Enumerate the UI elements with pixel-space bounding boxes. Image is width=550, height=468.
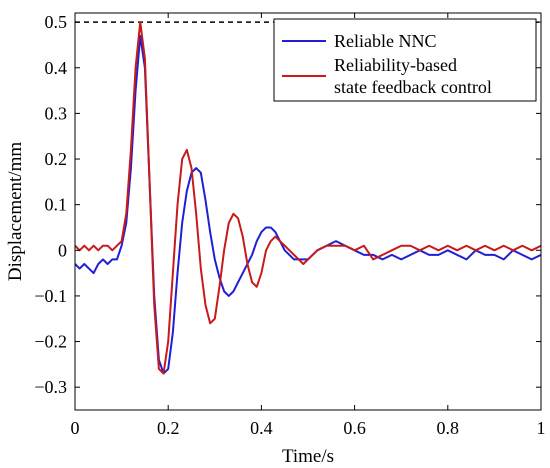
y-tick-label: −0.3 <box>34 377 67 397</box>
legend: Reliable NNC Reliability-based state feedb… <box>273 18 537 102</box>
legend-box <box>273 18 537 102</box>
x-tick-label: 0.8 <box>437 418 460 438</box>
legend-label-2: Reliability-based state feedback control <box>334 55 492 97</box>
x-tick-label: 0.4 <box>250 418 273 438</box>
x-tick-label: 0.2 <box>157 418 180 438</box>
y-tick-label: 0.1 <box>45 195 68 215</box>
y-tick-label: 0.2 <box>45 149 68 169</box>
series-line-2 <box>75 21 541 375</box>
x-axis-ticks: 0 0.2 0.4 0.6 0.8 1 <box>71 13 546 438</box>
legend-label-1: Reliable NNC <box>334 31 436 51</box>
y-tick-label: −0.1 <box>34 286 67 306</box>
x-tick-label: 0 <box>71 418 80 438</box>
y-tick-label: 0.5 <box>45 12 68 32</box>
axes-frame <box>74 12 542 411</box>
y-tick-label: 0.4 <box>45 58 68 78</box>
y-tick-label: −0.2 <box>34 332 67 352</box>
series-line-1 <box>75 34 541 375</box>
y-axis-label: Displacement/mm <box>5 142 26 282</box>
y-axis-ticks: −0.3 −0.2 −0.1 0 0.1 0.2 0.3 0.4 0.5 <box>34 12 541 397</box>
x-tick-label: 0.6 <box>343 418 366 438</box>
x-tick-label: 1 <box>537 418 546 438</box>
y-tick-label: 0 <box>58 240 67 260</box>
x-axis-label: Time/s <box>282 446 334 467</box>
y-tick-label: 0.3 <box>45 103 68 123</box>
